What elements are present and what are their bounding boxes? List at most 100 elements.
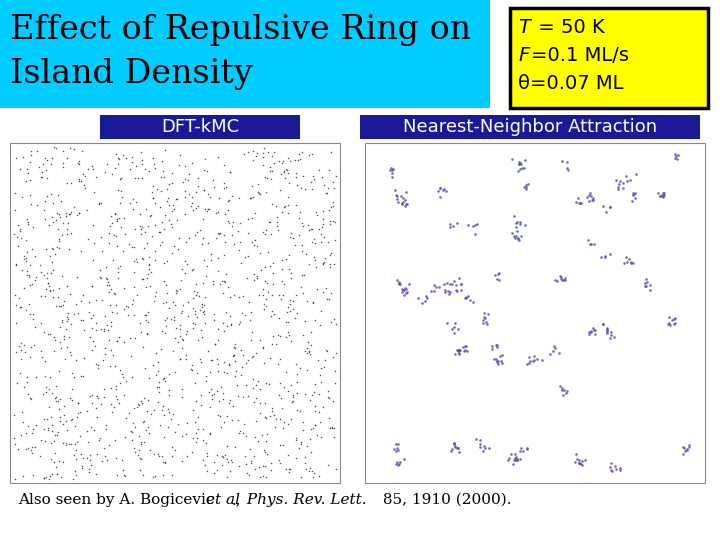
Point bbox=[452, 347, 464, 356]
Point bbox=[197, 425, 209, 434]
Point bbox=[22, 373, 33, 381]
Point bbox=[110, 150, 122, 158]
Point bbox=[106, 383, 117, 392]
Point bbox=[167, 409, 179, 418]
Point bbox=[115, 174, 127, 183]
Point bbox=[307, 238, 318, 246]
Point bbox=[392, 461, 404, 469]
Point bbox=[135, 230, 147, 238]
Point bbox=[69, 467, 81, 475]
Point bbox=[552, 276, 563, 285]
Point bbox=[163, 201, 175, 210]
Point bbox=[202, 206, 213, 215]
Point bbox=[227, 221, 238, 230]
Point bbox=[126, 158, 138, 166]
Point bbox=[95, 400, 107, 408]
Point bbox=[162, 404, 174, 413]
Point bbox=[15, 431, 27, 440]
Point bbox=[86, 391, 97, 400]
Point bbox=[157, 452, 168, 461]
Point bbox=[109, 436, 121, 444]
Point bbox=[520, 185, 531, 193]
Point bbox=[519, 221, 531, 230]
Point bbox=[657, 192, 668, 201]
Point bbox=[299, 271, 310, 279]
Point bbox=[285, 336, 297, 345]
Point bbox=[553, 349, 564, 357]
Point bbox=[24, 394, 36, 402]
Point bbox=[123, 239, 135, 248]
Point bbox=[246, 182, 258, 191]
Point bbox=[315, 370, 326, 379]
Point bbox=[73, 176, 85, 185]
Point bbox=[49, 250, 60, 259]
Point bbox=[294, 155, 305, 164]
Point bbox=[521, 444, 533, 453]
Point bbox=[253, 463, 265, 471]
Point bbox=[99, 344, 111, 353]
Point bbox=[55, 472, 66, 481]
Point bbox=[233, 246, 244, 254]
Point bbox=[315, 363, 326, 372]
Point bbox=[432, 186, 444, 195]
Point bbox=[574, 456, 585, 464]
Point bbox=[46, 388, 58, 397]
Point bbox=[102, 456, 113, 464]
Point bbox=[590, 329, 601, 338]
Point bbox=[290, 359, 302, 368]
Point bbox=[231, 381, 243, 390]
Point bbox=[226, 191, 238, 200]
Point bbox=[130, 174, 141, 183]
Point bbox=[503, 456, 514, 465]
Point bbox=[451, 286, 463, 295]
Point bbox=[20, 257, 32, 266]
Point bbox=[490, 271, 501, 279]
Point bbox=[126, 153, 138, 161]
Point bbox=[218, 358, 230, 367]
Point bbox=[318, 207, 329, 215]
Point bbox=[321, 189, 333, 198]
Point bbox=[24, 176, 35, 185]
Point bbox=[218, 231, 230, 240]
Point bbox=[168, 316, 179, 325]
Point bbox=[228, 350, 240, 359]
Point bbox=[262, 288, 274, 296]
Point bbox=[14, 224, 25, 233]
Point bbox=[200, 377, 212, 386]
Point bbox=[90, 470, 102, 478]
Point bbox=[217, 395, 228, 403]
Point bbox=[30, 275, 41, 284]
Point bbox=[37, 159, 49, 168]
Point bbox=[45, 439, 57, 448]
Point bbox=[666, 315, 678, 324]
Point bbox=[130, 162, 142, 171]
Point bbox=[181, 354, 192, 363]
Point bbox=[9, 475, 21, 483]
Point bbox=[73, 399, 84, 408]
Point bbox=[614, 465, 626, 474]
Point bbox=[317, 259, 328, 267]
Point bbox=[58, 402, 69, 410]
Point bbox=[130, 225, 141, 233]
Point bbox=[15, 233, 27, 242]
Point bbox=[225, 320, 237, 328]
Point bbox=[235, 371, 247, 380]
Point bbox=[86, 281, 98, 290]
Point bbox=[452, 444, 464, 453]
Point bbox=[190, 188, 202, 197]
Point bbox=[60, 439, 71, 448]
Point bbox=[94, 266, 105, 274]
Point bbox=[159, 211, 171, 220]
Point bbox=[270, 340, 282, 348]
Point bbox=[297, 417, 309, 426]
Point bbox=[290, 434, 302, 442]
Point bbox=[75, 247, 86, 256]
Point bbox=[662, 320, 674, 328]
Point bbox=[43, 403, 55, 411]
Point bbox=[198, 214, 210, 223]
Point bbox=[438, 184, 450, 193]
Point bbox=[124, 408, 135, 417]
Point bbox=[35, 260, 46, 269]
Point bbox=[32, 201, 43, 210]
Point bbox=[77, 454, 89, 462]
